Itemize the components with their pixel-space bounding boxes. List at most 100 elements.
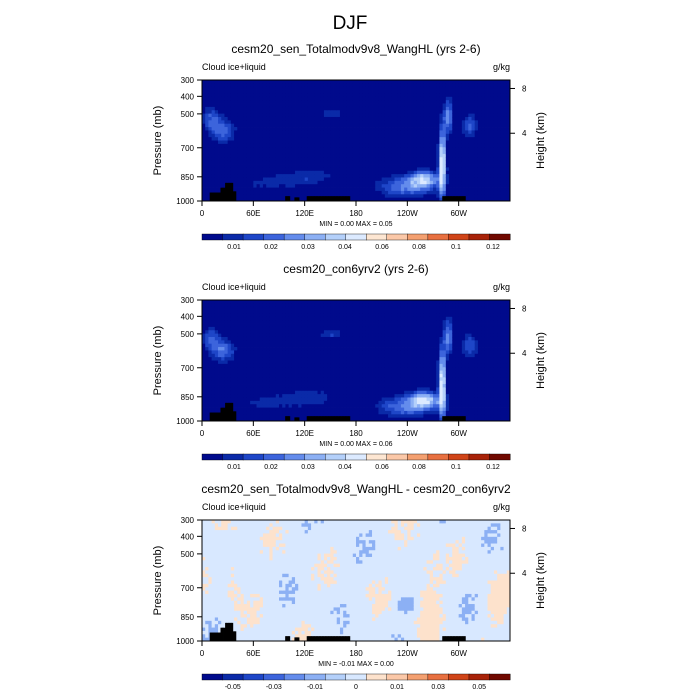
heatmap-cell xyxy=(288,110,293,115)
heatmap-cell xyxy=(262,123,267,128)
heatmap-cell xyxy=(250,153,254,158)
heatmap-cell xyxy=(420,100,424,104)
heatmap-cell xyxy=(413,164,418,168)
heatmap-cell xyxy=(349,147,354,151)
heatmap-cell xyxy=(330,103,334,108)
heatmap-cell xyxy=(317,177,322,182)
heatmap-cell xyxy=(481,150,485,155)
heatmap-cell xyxy=(346,150,350,155)
heatmap-cell xyxy=(372,80,376,84)
heatmap-cell xyxy=(205,113,209,118)
heatmap-cell xyxy=(214,177,219,182)
heatmap-cell xyxy=(317,390,322,395)
heatmap-cell xyxy=(404,180,408,185)
heatmap-cell xyxy=(323,93,328,98)
heatmap-cell xyxy=(298,380,302,385)
heatmap-cell xyxy=(445,137,450,141)
heatmap-cell xyxy=(243,187,248,192)
heatmap-cell xyxy=(445,130,450,135)
heatmap-cell xyxy=(375,96,379,101)
heatmap-cell xyxy=(436,93,440,98)
heatmap-cell xyxy=(291,313,296,318)
heatmap-cell xyxy=(291,130,296,135)
heatmap-cell xyxy=(487,167,492,172)
heatmap-cell xyxy=(487,116,492,121)
heatmap-cell xyxy=(291,197,296,202)
heatmap-cell xyxy=(208,313,213,318)
heatmap-cell xyxy=(368,177,373,182)
heatmap-cell xyxy=(407,113,411,118)
heatmap-cell xyxy=(423,184,427,188)
heatmap-cell xyxy=(246,143,251,148)
heatmap-cell xyxy=(346,153,350,158)
heatmap-cell xyxy=(250,120,254,125)
heatmap-cell xyxy=(291,360,296,365)
heatmap-cell xyxy=(291,100,296,104)
heatmap-cell xyxy=(410,150,415,155)
heatmap-cell xyxy=(346,100,350,104)
heatmap-cell xyxy=(221,113,225,118)
heatmap-cell xyxy=(474,164,479,168)
heatmap-cell xyxy=(481,153,485,158)
heatmap-cell xyxy=(272,397,277,402)
heatmap-cell xyxy=(384,170,389,175)
heatmap-cell xyxy=(272,336,277,341)
heatmap-cell xyxy=(381,137,386,141)
heatmap-cell xyxy=(426,137,431,141)
heatmap-cell xyxy=(407,164,411,168)
heatmap-cell xyxy=(205,373,209,378)
heatmap-cell xyxy=(218,127,222,131)
heatmap-cell xyxy=(455,153,460,158)
heatmap-cell xyxy=(468,113,472,118)
heatmap-cell xyxy=(218,340,222,345)
heatmap-cell xyxy=(343,143,347,148)
heatmap-cell xyxy=(416,187,421,192)
heatmap-cell xyxy=(359,83,363,88)
heatmap-cell xyxy=(320,353,325,358)
heatmap-cell xyxy=(343,190,347,195)
heatmap-cell xyxy=(481,194,485,199)
heatmap-cell xyxy=(266,177,270,182)
heatmap-cell xyxy=(436,143,440,148)
heatmap-cell xyxy=(262,326,267,331)
heatmap-cell xyxy=(468,137,472,141)
heatmap-cell xyxy=(234,143,238,148)
heatmap-cell xyxy=(259,373,264,378)
heatmap-cell xyxy=(214,390,219,395)
heatmap-cell xyxy=(205,347,209,351)
heatmap-cell xyxy=(269,404,273,408)
heatmap-cell xyxy=(449,127,453,131)
heatmap-cell xyxy=(234,147,238,151)
heatmap-cell xyxy=(439,170,444,175)
heatmap-cell xyxy=(279,177,283,182)
heatmap-cell xyxy=(336,130,341,135)
heatmap-cell xyxy=(311,106,315,111)
heatmap-cell xyxy=(279,316,283,321)
heatmap-cell xyxy=(282,414,286,419)
heatmap-cell xyxy=(295,330,299,335)
heatmap-cell xyxy=(423,153,427,158)
heatmap-cell xyxy=(323,397,328,402)
heatmap-cell xyxy=(205,180,209,185)
heatmap-cell xyxy=(404,147,408,151)
heatmap-cell xyxy=(288,313,293,318)
heatmap-cell xyxy=(282,150,286,155)
heatmap-cell xyxy=(234,86,238,91)
heatmap-cell xyxy=(214,363,219,368)
heatmap-cell xyxy=(285,177,290,182)
heatmap-cell xyxy=(301,143,306,148)
heatmap-cell xyxy=(407,190,411,195)
heatmap-cell xyxy=(256,157,261,162)
heatmap-cell xyxy=(307,300,312,304)
heatmap-cell xyxy=(202,300,206,304)
heatmap-cell xyxy=(288,86,293,91)
heatmap-cell xyxy=(416,93,421,98)
heatmap-cell xyxy=(259,353,264,358)
heatmap-cell xyxy=(282,313,286,318)
heatmap-cell xyxy=(224,153,229,158)
heatmap-cell xyxy=(317,164,322,168)
heatmap-cell xyxy=(381,90,386,94)
heatmap-cell xyxy=(493,103,498,108)
heatmap-cell xyxy=(503,170,508,175)
heatmap-cell xyxy=(423,90,427,94)
